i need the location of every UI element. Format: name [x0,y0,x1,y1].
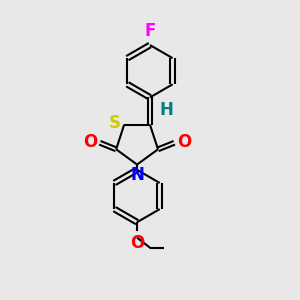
Text: O: O [83,133,97,151]
Text: N: N [130,166,144,184]
Text: O: O [130,234,144,252]
Text: O: O [177,133,191,151]
Text: F: F [144,22,156,40]
Text: H: H [160,100,173,118]
Text: S: S [109,114,121,132]
